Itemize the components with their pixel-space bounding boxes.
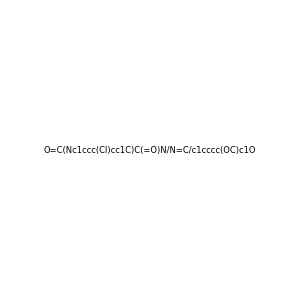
Text: O=C(Nc1ccc(Cl)cc1C)C(=O)N/N=C/c1cccc(OC)c1O: O=C(Nc1ccc(Cl)cc1C)C(=O)N/N=C/c1cccc(OC)… <box>44 146 256 154</box>
